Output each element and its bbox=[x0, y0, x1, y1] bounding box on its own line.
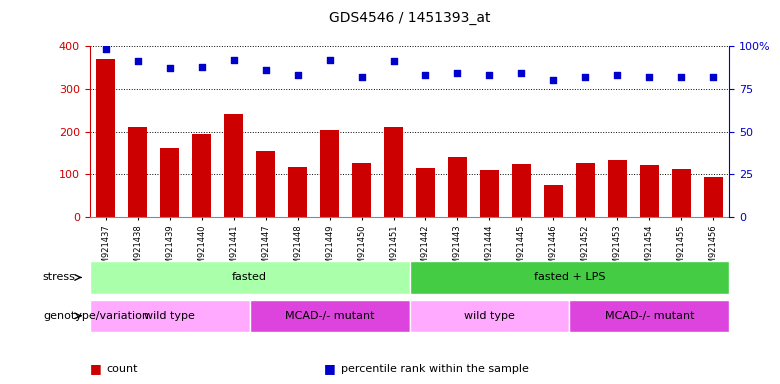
Text: ■: ■ bbox=[90, 362, 101, 375]
Text: GDS4546 / 1451393_at: GDS4546 / 1451393_at bbox=[328, 11, 491, 25]
Point bbox=[516, 70, 528, 76]
Text: fasted + LPS: fasted + LPS bbox=[534, 272, 605, 283]
Text: MCAD-/- mutant: MCAD-/- mutant bbox=[285, 311, 374, 321]
Point bbox=[420, 72, 432, 78]
Bar bbox=[672, 169, 691, 217]
Point bbox=[195, 63, 207, 70]
Bar bbox=[288, 167, 307, 217]
Point bbox=[259, 67, 272, 73]
Bar bbox=[448, 157, 467, 217]
Point bbox=[100, 46, 112, 53]
Text: wild type: wild type bbox=[464, 311, 515, 321]
Point bbox=[580, 74, 592, 80]
Point bbox=[164, 65, 176, 71]
Point bbox=[644, 74, 656, 80]
Bar bbox=[576, 163, 595, 217]
Point bbox=[356, 74, 368, 80]
Bar bbox=[608, 160, 627, 217]
Bar bbox=[512, 164, 531, 217]
Bar bbox=[96, 59, 115, 217]
Text: ■: ■ bbox=[324, 362, 335, 375]
Point bbox=[451, 70, 463, 76]
Point bbox=[484, 72, 496, 78]
Point bbox=[323, 57, 335, 63]
Bar bbox=[256, 151, 275, 217]
Bar bbox=[352, 163, 371, 217]
Text: genotype/variation: genotype/variation bbox=[43, 311, 149, 321]
Bar bbox=[224, 114, 243, 217]
Bar bbox=[480, 170, 499, 217]
Point bbox=[548, 77, 560, 83]
Bar bbox=[416, 168, 435, 217]
Text: fasted: fasted bbox=[232, 272, 267, 283]
Bar bbox=[320, 130, 339, 217]
Text: stress: stress bbox=[43, 272, 76, 283]
Point bbox=[228, 57, 240, 63]
Bar bbox=[128, 127, 147, 217]
Point bbox=[612, 72, 624, 78]
Text: percentile rank within the sample: percentile rank within the sample bbox=[341, 364, 529, 374]
Bar bbox=[384, 127, 403, 217]
Point bbox=[707, 74, 720, 80]
Text: wild type: wild type bbox=[144, 311, 195, 321]
Bar bbox=[704, 177, 723, 217]
Bar bbox=[192, 134, 211, 217]
Point bbox=[292, 72, 304, 78]
Point bbox=[388, 58, 400, 65]
Text: count: count bbox=[107, 364, 138, 374]
Bar bbox=[160, 148, 179, 217]
Point bbox=[675, 74, 688, 80]
Bar bbox=[640, 165, 659, 217]
Bar bbox=[544, 185, 563, 217]
Text: MCAD-/- mutant: MCAD-/- mutant bbox=[604, 311, 694, 321]
Point bbox=[131, 58, 144, 65]
